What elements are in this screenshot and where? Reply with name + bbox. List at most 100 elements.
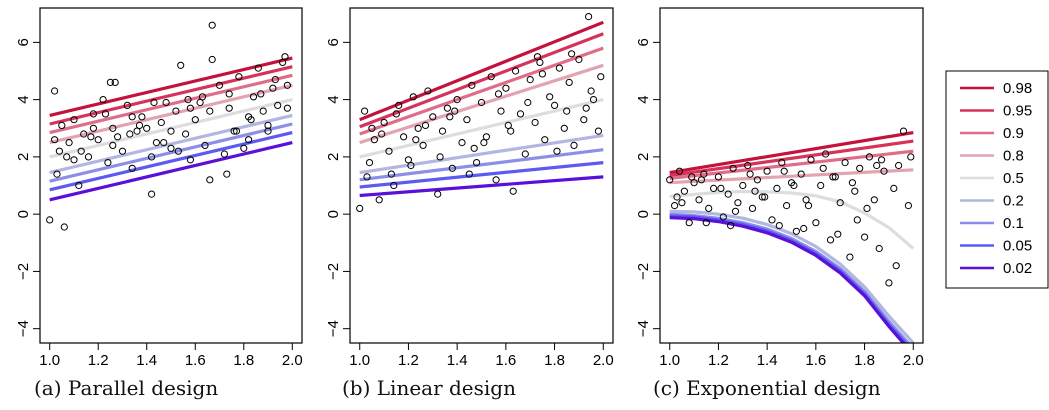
data-point xyxy=(458,139,466,147)
data-point xyxy=(487,73,495,81)
data-point xyxy=(465,170,473,178)
data-point xyxy=(563,107,571,115)
data-point xyxy=(368,124,376,132)
data-point xyxy=(739,181,747,190)
data-point xyxy=(446,113,454,121)
data-point xyxy=(99,96,107,104)
y-tick-label: 0 xyxy=(15,210,32,218)
data-point xyxy=(58,121,66,130)
quantile-line-0.5 xyxy=(359,98,604,159)
data-point xyxy=(748,204,757,212)
data-point xyxy=(509,187,517,195)
data-point xyxy=(804,202,813,210)
data-point xyxy=(761,193,769,201)
data-point xyxy=(148,153,156,161)
quantile-line-0.8 xyxy=(49,83,293,145)
data-point xyxy=(729,164,737,172)
data-point xyxy=(521,150,529,158)
data-point xyxy=(230,127,238,135)
data-point xyxy=(135,121,144,130)
data-point xyxy=(51,87,59,95)
data-point xyxy=(524,98,532,107)
data-point xyxy=(80,130,88,138)
legend-label-0.02: 0.02 xyxy=(1003,260,1032,277)
y-tick-label: 6 xyxy=(325,38,342,46)
quantile-lines xyxy=(669,131,915,343)
data-point xyxy=(865,153,874,161)
x-tick-label: 1.0 xyxy=(659,352,680,369)
data-point xyxy=(186,156,194,164)
data-point xyxy=(264,127,272,135)
data-point xyxy=(473,159,481,167)
x-tick-label: 1.2 xyxy=(398,352,419,369)
quantile-line-0.02 xyxy=(669,216,906,343)
data-point xyxy=(873,161,881,170)
data-point xyxy=(84,153,93,161)
data-point xyxy=(392,110,400,118)
quantile-line-0.98 xyxy=(359,20,604,122)
data-point xyxy=(895,161,903,170)
data-point xyxy=(232,127,241,135)
data-point xyxy=(744,161,752,170)
data-point xyxy=(106,78,115,87)
data-point xyxy=(724,190,732,198)
data-point xyxy=(409,93,417,101)
data-point xyxy=(182,130,190,138)
data-point xyxy=(817,181,825,190)
data-point xyxy=(589,96,598,104)
y-tick-label: −4 xyxy=(15,320,32,337)
data-point xyxy=(152,139,160,147)
x-tick-label: 1.4 xyxy=(447,352,468,369)
quantile-line-0.95 xyxy=(359,32,604,129)
data-point xyxy=(671,202,679,210)
data-point xyxy=(186,104,194,112)
data-point xyxy=(482,133,490,141)
quantile-line-0.8 xyxy=(669,168,914,185)
data-point xyxy=(111,78,119,87)
panel-2: 1.0 1.2 1.4 1.6 1.8 2.0 −4 −2 0 2 4 6 xyxy=(325,7,614,369)
panel-3: 1.0 1.2 1.4 1.6 1.8 2.0 −4 −2 0 2 4 6 xyxy=(635,7,924,369)
data-point xyxy=(892,262,900,270)
data-point xyxy=(274,101,282,110)
x-tick-label: 1.2 xyxy=(88,352,109,369)
quantile-line-0.1 xyxy=(49,122,293,183)
x-tick-label: 2.0 xyxy=(903,352,924,369)
x-tick-label: 2.0 xyxy=(282,352,303,369)
data-point xyxy=(65,139,73,147)
y-tick-label: −4 xyxy=(635,320,652,337)
data-points xyxy=(46,21,291,231)
data-point xyxy=(717,184,725,192)
data-point xyxy=(451,107,459,115)
data-point xyxy=(568,50,576,58)
data-point xyxy=(468,81,476,89)
y-tick-label: 4 xyxy=(15,95,32,103)
y-tick-label: 4 xyxy=(635,95,652,103)
quantile-line-0.05 xyxy=(359,161,604,189)
data-point xyxy=(836,199,844,207)
data-point xyxy=(245,136,253,144)
data-point xyxy=(688,173,696,181)
x-tick-label: 1.4 xyxy=(757,352,778,369)
data-point xyxy=(283,104,291,112)
data-point xyxy=(553,147,561,155)
data-point xyxy=(560,124,568,132)
data-point xyxy=(126,130,134,138)
y-tick-label: 0 xyxy=(635,210,652,218)
plot-frame xyxy=(39,7,303,344)
data-point xyxy=(201,141,209,149)
data-point xyxy=(594,127,603,135)
data-point xyxy=(751,187,759,195)
data-point xyxy=(429,113,437,121)
data-point xyxy=(848,179,857,187)
data-point xyxy=(94,136,102,144)
data-point xyxy=(150,98,158,107)
data-point xyxy=(269,84,277,92)
data-point xyxy=(758,193,766,201)
data-point xyxy=(502,84,510,92)
data-point xyxy=(834,230,842,238)
data-point xyxy=(907,153,915,161)
data-point xyxy=(526,76,534,84)
data-point xyxy=(87,133,95,141)
data-point xyxy=(363,173,371,181)
y-tick-label: 6 xyxy=(15,38,32,46)
